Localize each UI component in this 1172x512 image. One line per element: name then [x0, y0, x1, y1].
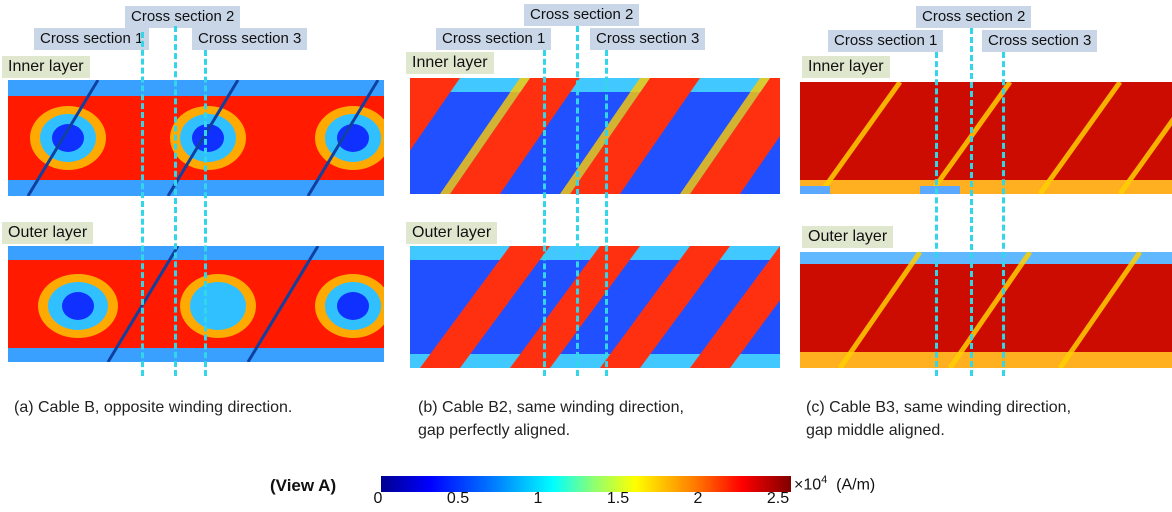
cross-section-3-label: Cross section 3 — [982, 30, 1098, 52]
caption-b-line-1: (b) Cable B2, same winding direction, — [418, 399, 684, 416]
cross-section-3-line — [605, 50, 608, 376]
cross-section-2-line — [576, 26, 579, 376]
outer-layer-label: Outer layer — [406, 222, 498, 244]
outer-layer-field — [800, 252, 1172, 368]
cross-section-3-line — [204, 50, 207, 376]
outer-layer-label: Outer layer — [2, 222, 94, 244]
outer-layer-label: Outer layer — [802, 226, 894, 248]
cross-section-3-label: Cross section 3 — [192, 28, 308, 50]
cross-section-2-label: Cross section 2 — [125, 6, 241, 28]
caption-c-line-1: (c) Cable B3, same winding direction, — [806, 399, 1072, 416]
cross-section-2-line — [970, 28, 973, 376]
caption-a-line-1: (a) Cable B, opposite winding direction. — [14, 399, 293, 416]
colorbar-title: (View A) — [270, 476, 337, 495]
inner-layer-field — [8, 80, 384, 196]
cross-section-3-label: Cross section 3 — [590, 28, 706, 50]
cross-section-3-line — [1002, 52, 1005, 376]
cross-section-1-line — [141, 32, 144, 376]
colorbar-tick: 0 — [373, 490, 383, 507]
inner-layer-label: Inner layer — [802, 56, 890, 78]
caption-c-line-2: gap middle aligned. — [806, 422, 945, 439]
inner-layer-label: Inner layer — [2, 56, 90, 78]
cross-section-2-label: Cross section 2 — [524, 4, 640, 26]
colorbar-unit: ×104 (A/m) — [794, 474, 875, 494]
inner-layer-field — [410, 78, 780, 194]
colorbar-unit-text: (A/m) — [836, 476, 876, 494]
cross-section-1-line — [543, 50, 546, 376]
colorbar-tick: 0.5 — [446, 490, 470, 507]
outer-layer-field — [410, 246, 780, 368]
colorbar — [381, 476, 791, 492]
cross-section-2-line — [174, 26, 177, 376]
inner-layer-label: Inner layer — [406, 52, 494, 74]
outer-layer-field — [8, 246, 384, 362]
colorbar-exponent: 4 — [821, 474, 828, 486]
panel-c: Cross section 2 Cross section 1 Cross se… — [792, 0, 1172, 460]
colorbar-tick: 2.5 — [766, 490, 790, 507]
panel-a: Cross section 2 Cross section 1 Cross se… — [0, 0, 384, 460]
colorbar-tick: 1 — [533, 490, 543, 507]
cross-section-1-label: Cross section 1 — [436, 28, 552, 50]
cross-section-1-line — [935, 52, 938, 376]
inner-layer-field — [800, 82, 1172, 194]
colorbar-multiplier: ×10 — [794, 476, 822, 494]
colorbar-tick: 2 — [693, 490, 703, 507]
cross-section-1-label: Cross section 1 — [828, 30, 944, 52]
cross-section-2-label: Cross section 2 — [916, 6, 1032, 28]
cross-section-1-label: Cross section 1 — [34, 28, 150, 50]
colorbar-tick: 1.5 — [606, 490, 630, 507]
caption-b-line-2: gap perfectly aligned. — [418, 422, 571, 439]
panel-b: Cross section 2 Cross section 1 Cross se… — [400, 0, 780, 460]
